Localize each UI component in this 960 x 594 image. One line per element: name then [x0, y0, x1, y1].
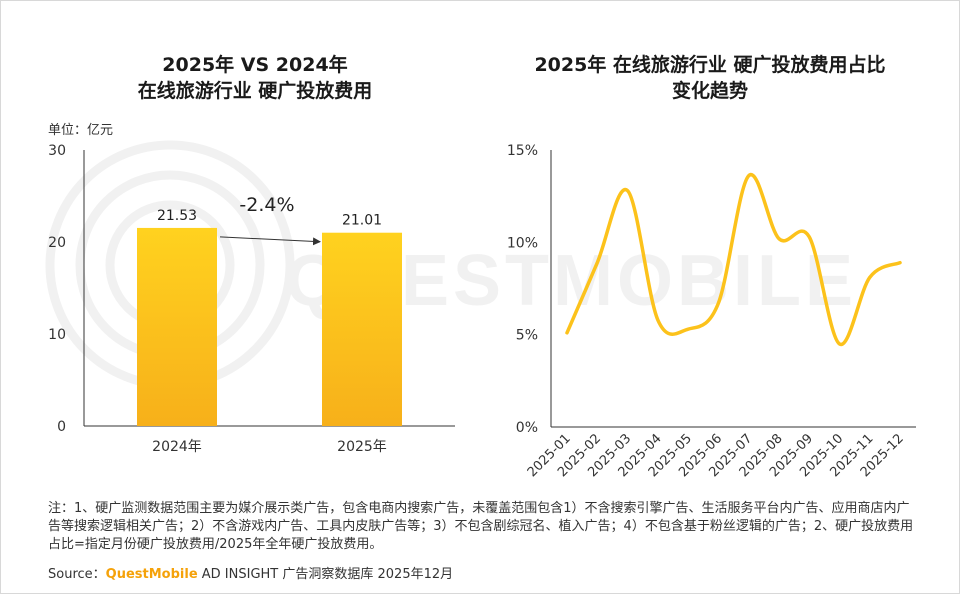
bar-y-tick-label: 20: [48, 235, 66, 251]
bar-x-tick-label: 2024年: [152, 439, 202, 455]
bar-y-tick-label: 0: [57, 419, 66, 435]
left-chart-title-line2: 在线旅游行业 硬广投放费用: [137, 80, 373, 102]
bar-data-label: 21.01: [342, 213, 382, 229]
series-line: [565, 172, 902, 346]
bar-y-tick-label: 30: [48, 143, 66, 159]
right-chart-title: 2025年 在线旅游行业 硬广投放费用占比 变化趋势: [500, 52, 920, 104]
source-line: Source：QuestMobile AD INSIGHT 广告洞察数据库 20…: [48, 563, 453, 582]
right-chart-title-line2: 变化趋势: [671, 80, 748, 102]
left-chart-title-line1: 2025年 VS 2024年: [162, 54, 348, 76]
footnote: 注：1、硬广监测数据范围主要为媒介展示类广告，包含电商内搜索广告，未覆盖范围包含…: [48, 501, 914, 552]
change-arrow: [219, 236, 321, 246]
bar: [322, 232, 402, 426]
left-chart-title: 2025年 VS 2024年 在线旅游行业 硬广投放费用: [60, 52, 450, 104]
line-y-tick-label: 0%: [516, 420, 538, 436]
bar-y-tick-label: 10: [48, 327, 66, 343]
change-label: -2.4%: [239, 194, 294, 216]
unit-label: 单位：亿元: [48, 123, 114, 138]
bar-x-tick-label: 2025年: [337, 439, 387, 455]
line-y-tick-label: 10%: [507, 235, 538, 251]
bar-data-label: 21.53: [157, 208, 197, 224]
right-chart-title-line1: 2025年 在线旅游行业 硬广投放费用占比: [534, 54, 886, 76]
source-prefix: Source：: [48, 567, 106, 582]
line-y-tick-label: 5%: [516, 328, 538, 344]
bar: [137, 227, 217, 426]
source-brand: QuestMobile: [105, 567, 198, 582]
source-suffix: AD INSIGHT 广告洞察数据库 2025年12月: [197, 567, 454, 582]
line-y-tick-label: 15%: [507, 143, 538, 159]
